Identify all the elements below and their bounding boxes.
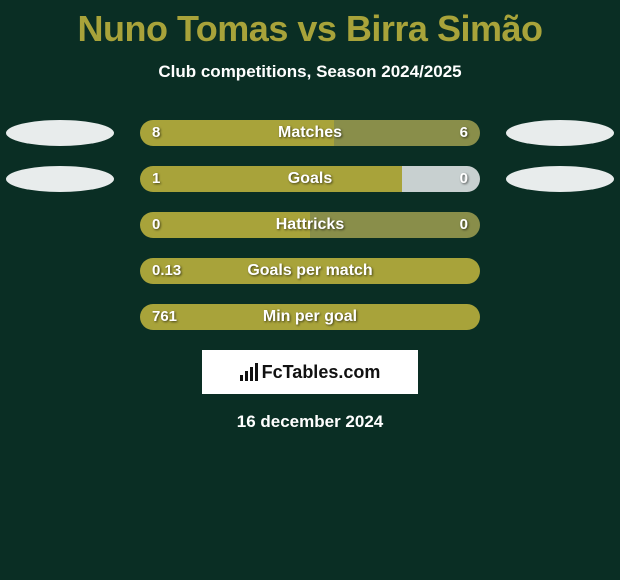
- stat-value-left: 8: [152, 120, 160, 146]
- stat-bar-left: [140, 120, 334, 146]
- stat-value-left: 1: [152, 166, 160, 192]
- stat-bar-track: [140, 166, 480, 192]
- stat-bar-right: [310, 212, 480, 238]
- stat-bar-right: [334, 120, 480, 146]
- stat-value-right: 0: [460, 166, 468, 192]
- stat-bar-left: [140, 258, 480, 284]
- stat-bar-track: [140, 212, 480, 238]
- report-date: 16 december 2024: [0, 412, 620, 432]
- stat-bar-left: [140, 304, 480, 330]
- comparison-title: Nuno Tomas vs Birra Simão: [0, 0, 620, 50]
- stat-row: 00Hattricks: [0, 212, 620, 238]
- stat-bar-track: [140, 304, 480, 330]
- stat-value-left: 0.13: [152, 258, 181, 284]
- player-marker-right: [506, 166, 614, 192]
- stat-row: 761Min per goal: [0, 304, 620, 330]
- stat-bar-track: [140, 258, 480, 284]
- stat-bar-left: [140, 212, 310, 238]
- logo-text: FcTables.com: [262, 362, 381, 383]
- comparison-subtitle: Club competitions, Season 2024/2025: [0, 62, 620, 82]
- comparison-chart: 86Matches10Goals00Hattricks0.13Goals per…: [0, 120, 620, 330]
- stat-bar-track: [140, 120, 480, 146]
- player-marker-left: [6, 120, 114, 146]
- stat-row: 0.13Goals per match: [0, 258, 620, 284]
- stat-value-left: 0: [152, 212, 160, 238]
- stat-value-left: 761: [152, 304, 177, 330]
- stat-value-right: 6: [460, 120, 468, 146]
- stat-bar-right: [402, 166, 480, 192]
- player-marker-right: [506, 120, 614, 146]
- source-logo: FcTables.com: [202, 350, 418, 394]
- stat-bar-left: [140, 166, 402, 192]
- stat-row: 10Goals: [0, 166, 620, 192]
- player-marker-left: [6, 166, 114, 192]
- stat-row: 86Matches: [0, 120, 620, 146]
- stat-value-right: 0: [460, 212, 468, 238]
- bar-chart-icon: [240, 363, 258, 381]
